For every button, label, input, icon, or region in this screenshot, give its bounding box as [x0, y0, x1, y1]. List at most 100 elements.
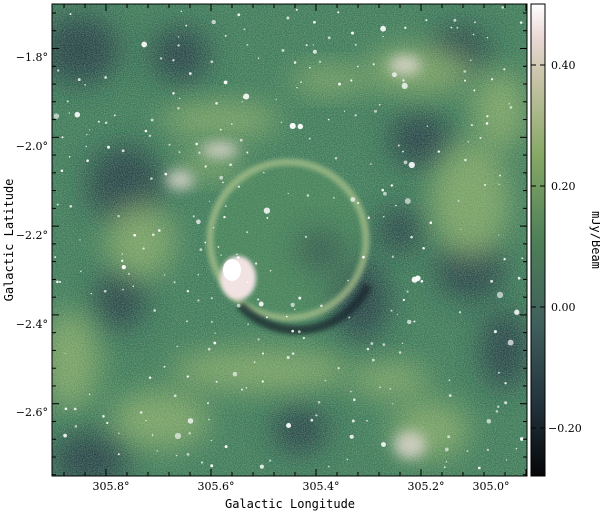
point-source — [247, 323, 249, 325]
point-source — [60, 169, 64, 173]
point-source — [287, 192, 289, 195]
point-source — [305, 235, 307, 238]
point-source — [469, 59, 472, 62]
point-source — [286, 356, 290, 359]
y-tick-label: −2.6° — [16, 406, 48, 419]
point-source — [151, 434, 154, 436]
point-source — [290, 302, 295, 308]
point-source — [215, 380, 218, 383]
point-source — [68, 156, 71, 158]
point-source — [64, 407, 68, 411]
point-source — [265, 316, 268, 319]
point-source — [153, 309, 157, 312]
point-source — [179, 97, 181, 100]
point-source — [133, 233, 137, 237]
point-source — [315, 414, 318, 417]
point-source — [53, 113, 60, 119]
point-source — [196, 219, 201, 225]
point-source — [102, 415, 105, 418]
point-source — [68, 112, 70, 114]
point-source — [379, 386, 382, 389]
point-source — [444, 447, 449, 452]
point-source — [351, 31, 354, 35]
point-source — [156, 450, 158, 452]
point-source — [514, 309, 520, 315]
colorbar-gradient — [530, 3, 546, 477]
point-source — [107, 145, 110, 149]
point-source — [354, 114, 357, 117]
point-source — [54, 256, 57, 259]
point-source — [309, 66, 311, 69]
point-source — [408, 161, 415, 169]
point-source — [429, 221, 433, 224]
point-source — [305, 44, 308, 47]
point-source — [172, 92, 175, 95]
point-source — [382, 343, 386, 346]
point-source — [269, 269, 272, 272]
point-source — [495, 410, 499, 413]
point-source — [117, 453, 120, 456]
point-source — [519, 437, 524, 441]
point-source — [477, 466, 481, 470]
point-source — [176, 345, 178, 348]
point-source — [406, 290, 409, 293]
point-source — [204, 241, 207, 244]
point-source — [258, 301, 264, 307]
point-source — [85, 145, 88, 148]
point-source — [84, 84, 86, 86]
point-source — [445, 461, 448, 463]
point-source — [246, 281, 249, 283]
point-source — [372, 63, 375, 66]
point-source — [261, 380, 264, 383]
point-source — [177, 36, 180, 38]
point-source — [312, 20, 316, 24]
point-source — [327, 118, 330, 121]
point-source — [357, 65, 359, 68]
point-source — [437, 150, 441, 153]
point-source — [113, 114, 116, 117]
point-source — [208, 200, 211, 203]
point-source — [259, 464, 264, 469]
point-source — [58, 280, 62, 283]
point-source — [466, 450, 469, 452]
point-source — [350, 79, 353, 82]
point-source — [186, 375, 189, 378]
point-source — [312, 44, 315, 46]
point-source — [457, 200, 460, 202]
point-source — [224, 205, 227, 208]
point-source — [280, 121, 283, 124]
point-source — [294, 308, 296, 311]
point-source — [498, 183, 500, 185]
point-source — [448, 394, 452, 397]
point-source — [496, 291, 504, 299]
point-source — [253, 361, 256, 364]
point-source — [490, 279, 494, 283]
point-source — [498, 234, 500, 236]
point-source — [286, 423, 292, 428]
point-source — [232, 371, 238, 377]
point-source — [458, 311, 462, 314]
point-source — [289, 122, 296, 129]
point-source — [281, 48, 285, 52]
point-source — [208, 418, 210, 421]
point-source — [197, 299, 200, 302]
point-source — [473, 89, 476, 92]
point-source — [223, 215, 226, 219]
point-source — [236, 253, 238, 255]
point-source — [174, 432, 181, 440]
x-axis-ticks — [63, 4, 527, 476]
point-source — [74, 425, 78, 428]
colorbar-tick-label: 0.40 — [551, 59, 576, 72]
point-source — [380, 25, 386, 32]
point-source — [521, 257, 524, 260]
snr-shell — [206, 158, 373, 335]
point-source — [297, 330, 301, 334]
point-source — [145, 419, 147, 422]
point-source — [103, 289, 107, 293]
point-source — [117, 214, 120, 218]
point-source — [73, 407, 77, 411]
point-source — [204, 165, 207, 168]
point-source — [144, 129, 148, 133]
point-source — [391, 255, 395, 258]
point-source — [367, 216, 370, 219]
